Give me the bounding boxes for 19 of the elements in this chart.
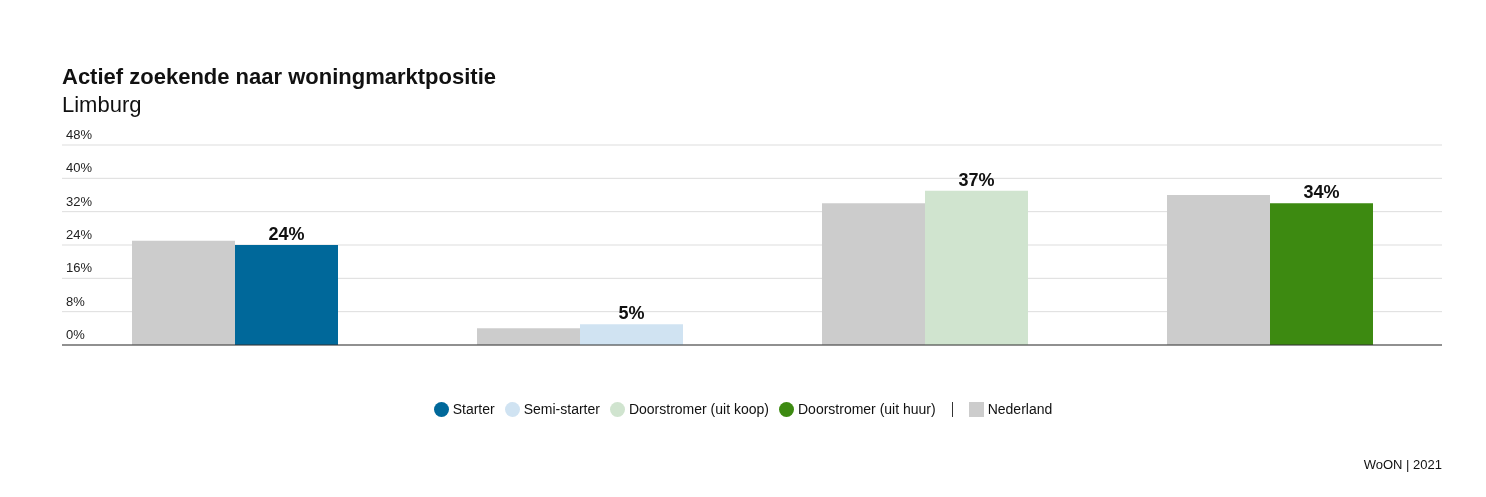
- legend-label: Doorstromer (uit huur): [797, 401, 936, 417]
- legend-label: Nederland: [986, 401, 1053, 417]
- y-tick-label: 0%: [66, 327, 86, 342]
- y-tick-label: 48%: [66, 127, 93, 142]
- legend-label: Doorstromer (uit koop): [627, 401, 769, 417]
- y-tick-label: 24%: [66, 227, 93, 242]
- legend-label: Starter: [451, 401, 495, 417]
- chart-subtitle: Limburg: [62, 92, 142, 118]
- y-tick-label: 32%: [66, 193, 93, 209]
- data-label: 24%: [268, 224, 305, 244]
- y-tick-label: 16%: [66, 260, 93, 276]
- text: WoON | 2021: [1363, 457, 1442, 472]
- y-tick-label: 40%: [66, 160, 93, 176]
- data-label: 5%: [618, 303, 645, 324]
- data-label: 34%: [1303, 182, 1340, 203]
- data-label: 37%: [958, 169, 995, 190]
- chart-title: Actief zoekende naar woningmarktpositie: [62, 64, 496, 90]
- legend-label: Semi-starter: [522, 401, 600, 417]
- y-tick-label: 8%: [66, 293, 86, 309]
